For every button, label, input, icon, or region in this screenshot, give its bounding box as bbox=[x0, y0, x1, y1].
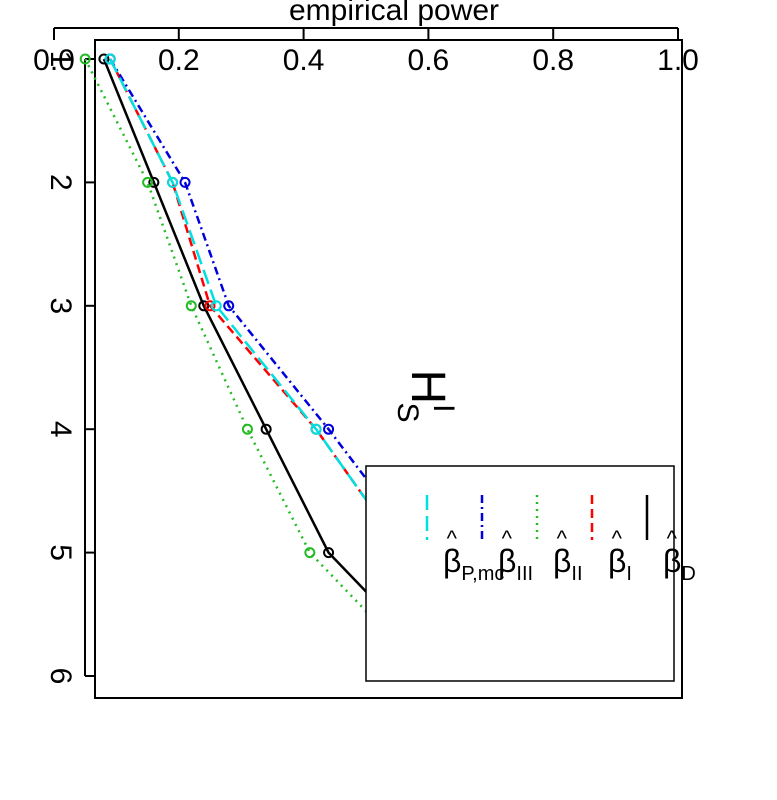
chart-title: HIS bbox=[391, 369, 460, 422]
legend-hat: ^ bbox=[502, 526, 513, 551]
x-tick-label: 2 bbox=[44, 174, 77, 191]
legend-hat: ^ bbox=[667, 526, 678, 551]
data-point bbox=[260, 423, 272, 435]
legend-label: ^ βII bbox=[553, 526, 583, 585]
series-line bbox=[109, 58, 486, 677]
legend-entry: ^ βP,mc bbox=[425, 495, 504, 585]
legend-entry: ^ βI bbox=[590, 495, 632, 585]
chart-title-subscript: S bbox=[391, 403, 424, 423]
y-tick-label: 0.8 bbox=[532, 44, 574, 77]
data-point bbox=[241, 423, 253, 435]
data-point bbox=[198, 300, 210, 312]
series-line bbox=[84, 58, 430, 677]
legend-hat: ^ bbox=[612, 526, 623, 551]
legend-entries: ^ βD^ βI^ βII^ βIII^ βP,mc bbox=[425, 495, 696, 585]
y-tick-label: 0.4 bbox=[283, 44, 325, 77]
legend-label: ^ βP,mc bbox=[443, 526, 504, 585]
legend-subscript: II bbox=[571, 563, 582, 585]
legend-subscript: III bbox=[516, 563, 533, 585]
y-tick-label: 1.0 bbox=[657, 44, 699, 77]
legend-symbol: β bbox=[443, 543, 461, 579]
chart-title-main: H bbox=[401, 369, 454, 404]
data-point bbox=[104, 53, 116, 65]
legend: ^ βD^ βI^ βII^ βIII^ βP,mc bbox=[365, 465, 696, 682]
y-tick-label: 0.6 bbox=[408, 44, 450, 77]
series-line bbox=[102, 58, 449, 677]
data-point bbox=[323, 547, 335, 559]
data-point bbox=[98, 53, 110, 65]
x-tick-label: 6 bbox=[44, 668, 77, 685]
legend-label: ^ βI bbox=[608, 526, 632, 585]
legend-symbol: β bbox=[553, 543, 571, 579]
legend-hat: ^ bbox=[447, 526, 458, 551]
x-tick-label: 5 bbox=[44, 544, 77, 561]
legend-hat: ^ bbox=[557, 526, 568, 551]
y-tick-label: 0.2 bbox=[158, 44, 200, 77]
legend-box bbox=[365, 465, 675, 682]
data-point bbox=[204, 300, 216, 312]
legend-subscript: I bbox=[626, 563, 632, 585]
data-point bbox=[79, 53, 91, 65]
legend-symbol: β bbox=[498, 543, 516, 579]
data-point bbox=[304, 547, 316, 559]
legend-subscript: P,mc bbox=[461, 563, 504, 585]
legend-entry: ^ βII bbox=[535, 495, 583, 585]
data-point bbox=[185, 300, 197, 312]
y-axis-label: empirical power bbox=[289, 0, 499, 27]
plot-frame bbox=[94, 39, 683, 699]
series-0 bbox=[98, 53, 453, 682]
data-point bbox=[223, 300, 235, 312]
x-tick-label: 3 bbox=[44, 297, 77, 314]
data-point bbox=[167, 176, 179, 188]
data-point bbox=[179, 176, 191, 188]
data-point bbox=[148, 176, 160, 188]
chart-title-superscript: I bbox=[427, 404, 460, 412]
x-tick-label: 4 bbox=[44, 421, 77, 438]
data-point bbox=[142, 176, 154, 188]
x-tick-label: 1 bbox=[44, 51, 77, 68]
data-point bbox=[210, 300, 222, 312]
legend-entry: ^ βD bbox=[645, 495, 696, 585]
legend-subscript: D bbox=[681, 563, 695, 585]
legend-symbol: β bbox=[663, 543, 681, 579]
legend-label: ^ βIII bbox=[498, 526, 533, 585]
series-2 bbox=[79, 53, 434, 682]
data-point bbox=[323, 423, 335, 435]
y-axis: 0.0 0.2 0.4 0.6 0.8 1.0 bbox=[33, 27, 699, 77]
data-point bbox=[310, 423, 322, 435]
legend-entry: ^ βIII bbox=[480, 495, 533, 585]
x-axis: 1 2 3 4 5 6 bbox=[44, 51, 95, 685]
y-tick-label: 0.0 bbox=[33, 44, 75, 77]
legend-symbol: β bbox=[608, 543, 626, 579]
legend-label: ^ βD bbox=[663, 526, 696, 585]
